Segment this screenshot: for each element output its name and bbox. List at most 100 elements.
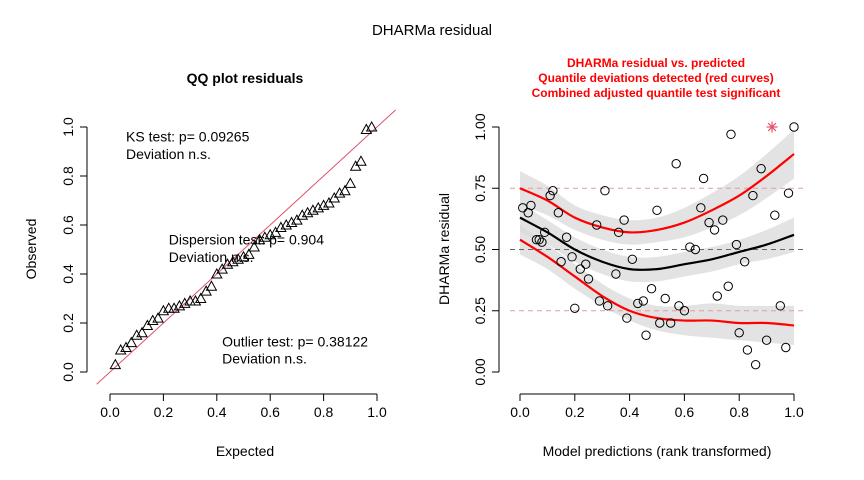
qq-point xyxy=(285,216,298,228)
qq-point xyxy=(232,253,245,264)
qq-point xyxy=(301,206,314,218)
residual-x-tick-label: 0.6 xyxy=(675,404,695,420)
residual-point xyxy=(575,264,585,274)
residual-point xyxy=(679,306,690,316)
residual-point xyxy=(723,281,733,291)
residual-point xyxy=(696,203,706,213)
residual-point xyxy=(526,200,536,211)
residual-point xyxy=(666,318,676,328)
residual-vs-predicted-panel: DHARMa residual vs. predicted Quantile d… xyxy=(436,56,806,459)
residual-point xyxy=(775,301,785,311)
residual-point xyxy=(739,257,750,267)
qq-point xyxy=(114,343,127,355)
qq-x-axis-label: Expected xyxy=(216,443,274,459)
residual-point xyxy=(734,328,744,338)
residual-point xyxy=(531,235,542,245)
residual-plot-title-line-3: Combined adjusted quantile test signific… xyxy=(532,86,781,100)
qq-plot-panel: QQ plot residuals KS test: p= 0.09265Dev… xyxy=(23,70,397,459)
qq-x-tick-label: 0.0 xyxy=(100,404,120,420)
residual-point xyxy=(718,215,728,225)
qq-point xyxy=(344,177,357,188)
residual-point xyxy=(583,274,594,284)
qq-point xyxy=(136,326,148,338)
residual-point xyxy=(652,205,662,216)
qq-point xyxy=(360,123,373,134)
qq-point xyxy=(365,120,378,132)
residual-y-tick-label: 0.25 xyxy=(472,297,488,324)
qq-point xyxy=(221,258,234,269)
residual-point xyxy=(556,257,566,267)
qq-point xyxy=(226,255,239,267)
residual-point xyxy=(613,227,624,238)
residual-point xyxy=(518,203,528,213)
qq-y-tick-label: 0.8 xyxy=(60,166,76,186)
residual-point xyxy=(646,284,657,294)
residual-point xyxy=(619,215,629,225)
qq-point xyxy=(355,155,367,166)
qq-y-tick-label: 0.2 xyxy=(60,313,76,333)
qq-x-tick-label: 0.4 xyxy=(207,404,227,420)
qq-y-axis-label: Observed xyxy=(23,219,39,280)
qq-point xyxy=(146,314,159,326)
residual-y-tick-label: 0.00 xyxy=(472,358,488,385)
qq-point xyxy=(312,201,325,213)
qq-x-tick-label: 0.8 xyxy=(314,404,334,420)
qq-point xyxy=(109,358,122,370)
qq-point xyxy=(307,204,319,215)
residual-point xyxy=(553,208,564,218)
qq-point xyxy=(259,231,271,242)
qq-point xyxy=(173,299,186,311)
residual-point xyxy=(704,217,714,228)
qq-point xyxy=(242,248,255,259)
qq-point xyxy=(317,199,330,210)
qq-test-annotation: Deviation n.s. xyxy=(169,249,254,265)
residual-point xyxy=(742,345,753,355)
residual-point xyxy=(748,190,758,201)
residual-point xyxy=(660,293,670,304)
qq-x-tick-label: 1.0 xyxy=(367,404,387,420)
qq-point xyxy=(157,304,170,316)
qq-point xyxy=(205,280,218,291)
qq-test-annotation: Dispersion test: p= 0.904 xyxy=(169,232,324,248)
residual-point xyxy=(561,232,572,242)
outlier-marker xyxy=(766,121,778,133)
residual-point xyxy=(600,186,610,196)
residual-x-tick-label: 0.2 xyxy=(565,404,585,420)
qq-reference-line xyxy=(96,109,397,385)
qq-point xyxy=(125,336,138,348)
quantile-curve-q75 xyxy=(519,153,795,234)
residual-point xyxy=(789,122,799,132)
quantile-confidence-band xyxy=(520,202,794,283)
residual-point xyxy=(671,159,681,169)
qq-y-tick-label: 0.0 xyxy=(60,362,76,382)
qq-point xyxy=(152,312,164,323)
residual-y-axis-label: DHARMa residual xyxy=(436,193,452,305)
qq-point xyxy=(264,228,277,240)
residual-point xyxy=(537,237,547,247)
qq-x-tick-label: 0.2 xyxy=(154,404,174,420)
residual-point xyxy=(698,173,709,184)
residual-x-tick-label: 0.0 xyxy=(510,404,530,420)
residual-point xyxy=(709,225,720,235)
qq-test-annotation: Deviation n.s. xyxy=(126,146,211,162)
residual-point xyxy=(627,254,638,264)
residual-point xyxy=(750,359,761,370)
qq-point xyxy=(189,294,202,306)
qq-test-annotation: Outlier test: p= 0.38122 xyxy=(222,333,368,349)
residual-point xyxy=(731,239,742,250)
residual-y-tick-label: 1.00 xyxy=(472,113,488,140)
residual-point xyxy=(602,301,613,311)
residual-point xyxy=(633,298,643,309)
qq-y-tick-label: 1.0 xyxy=(60,117,76,137)
residual-point xyxy=(761,335,772,345)
residual-point xyxy=(548,186,558,196)
residual-plot-title-line-2: Quantile deviations detected (red curves… xyxy=(538,71,773,85)
quantile-curve-q50 xyxy=(519,216,795,271)
residual-x-tick-label: 1.0 xyxy=(784,404,804,420)
residual-point xyxy=(712,291,722,301)
residual-point xyxy=(783,188,794,198)
qq-point xyxy=(275,221,287,232)
residual-point xyxy=(622,313,632,323)
quantile-confidence-band xyxy=(520,225,794,346)
residual-point xyxy=(641,330,651,340)
